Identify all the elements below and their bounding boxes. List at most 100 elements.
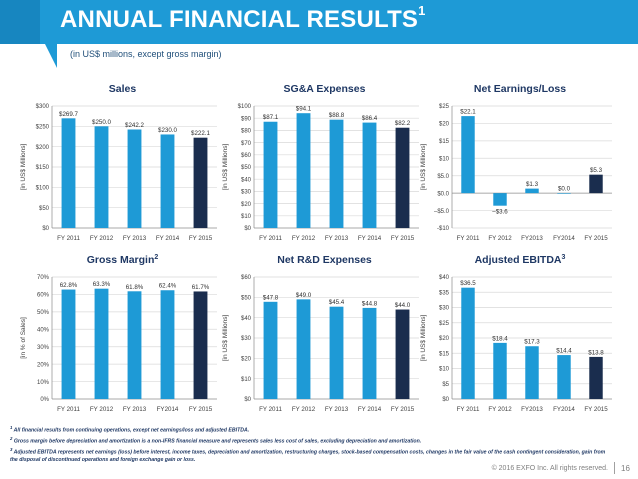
data-label: $82.2	[395, 120, 411, 127]
y-tick-label: $60	[241, 275, 252, 281]
bar-fy-2012	[493, 193, 507, 206]
y-tick-label: 40%	[37, 327, 50, 333]
bar-fy-2015	[395, 309, 410, 399]
x-tick-label: FY 2015	[189, 235, 213, 242]
bar-fy-2014	[362, 122, 377, 228]
y-tick-label: $50	[39, 206, 50, 212]
data-label: $269.7	[59, 111, 78, 118]
footnotes: 1 All financial results from continuing …	[10, 424, 610, 464]
x-tick-label: FY 2013	[325, 406, 349, 413]
data-label: $44.0	[395, 302, 411, 309]
bar-fy-2013	[127, 291, 142, 399]
bar-fy2014	[557, 355, 571, 399]
chart-sga-expenses: SG&A Expenses [in US$ Millions] $0 $10 $20 $3…	[222, 80, 427, 248]
bar-fy-2013	[329, 119, 344, 228]
bar-fy2013	[525, 188, 539, 194]
y-tick-label: 70%	[37, 275, 50, 281]
data-label: $230.0	[158, 127, 177, 134]
data-label: $18.4	[492, 335, 508, 342]
data-label: 61.7%	[192, 284, 210, 291]
data-label: –$3.6	[492, 209, 508, 216]
x-tick-label: FY2014	[553, 235, 575, 242]
x-tick-label: FY 2012	[292, 406, 316, 413]
data-label: $5.3	[590, 167, 603, 174]
x-tick-label: FY 2013	[123, 235, 147, 242]
y-tick-label: $40	[241, 177, 252, 183]
title-banner	[0, 0, 638, 68]
bar-fy-2012	[493, 342, 507, 399]
y-tick-label: $10	[439, 156, 450, 162]
x-tick-label: FY2014	[157, 406, 179, 413]
chart-title: Sales	[109, 83, 137, 95]
y-tick-label: $5	[442, 382, 449, 388]
chart-gross-margin: Gross Margin2 [in % of Sales] 0% 10% 20% 30% 4…	[20, 251, 225, 419]
data-label: $0.0	[558, 186, 571, 193]
x-tick-label: FY 2012	[488, 235, 512, 242]
footnote-1: 1 All financial results from continuing …	[10, 425, 250, 434]
x-tick-label: FY 2011	[457, 406, 480, 413]
bar-fy-2015	[589, 356, 603, 399]
x-tick-label: FY 2011	[259, 235, 282, 242]
y-tick-label: 30%	[37, 345, 50, 351]
y-tick-label: $35	[439, 290, 450, 296]
x-tick-label: FY2014	[553, 406, 575, 413]
bar-fy-2012	[94, 126, 109, 228]
bar-fy-2011	[61, 118, 76, 228]
y-tick-label: $50	[241, 165, 252, 171]
page-subtitle: (in US$ millions, except gross margin)	[70, 49, 222, 59]
bar-fy-2011	[263, 301, 278, 399]
y-axis-label: [in US$ Millions]	[222, 144, 229, 191]
banner-left-strip	[0, 0, 40, 44]
bar-fy-2011	[461, 287, 475, 399]
footnote-2: 2 Gross margin before depreciation and a…	[10, 435, 422, 445]
data-label: $88.8	[329, 112, 345, 119]
bar-fy-2013	[329, 306, 344, 399]
data-label: $242.2	[125, 122, 144, 129]
x-tick-label: FY2013	[521, 406, 543, 413]
data-label: 62.8%	[60, 282, 78, 289]
x-tick-label: FY 2015	[391, 235, 415, 242]
bar-fy-2014	[160, 134, 175, 228]
y-axis-label: [in US$ Millions]	[420, 315, 427, 362]
banner-shape	[0, 0, 638, 68]
data-label: 62.4%	[159, 283, 177, 290]
data-label: $87.1	[263, 114, 279, 121]
y-tick-label: 50%	[37, 310, 50, 316]
chart-sales: Sales [in US$ Millions] $0 $50 $100 $150 $200 $…	[20, 80, 225, 248]
x-tick-label: FY 2014	[358, 235, 382, 242]
y-tick-label: $200	[36, 145, 50, 151]
data-label: 61.8%	[126, 284, 144, 291]
data-label: $45.4	[329, 299, 345, 306]
y-tick-label: $10	[439, 367, 450, 373]
y-tick-label: $30	[241, 190, 252, 196]
chart-title: Net Earnings/Loss	[474, 83, 566, 95]
data-label: $250.0	[92, 119, 111, 126]
y-tick-label: $15	[439, 351, 450, 357]
data-label: $14.4	[556, 348, 572, 355]
x-tick-label: FY 2012	[488, 406, 512, 413]
chart-title: Net R&D Expenses	[277, 254, 372, 266]
y-tick-label: $20	[439, 336, 450, 342]
data-label: $17.3	[524, 339, 540, 346]
bar-fy-2012	[94, 288, 109, 399]
x-tick-label: FY2013	[521, 235, 543, 242]
y-tick-label: $5.0	[437, 174, 449, 180]
bar-fy-2012	[296, 113, 311, 228]
copyright: © 2016 EXFO Inc. All rights reserved.	[491, 465, 608, 472]
footer-divider	[614, 462, 615, 474]
footnote-3: 3 Adjusted EBITDA represents net earning…	[10, 446, 606, 463]
y-axis-label: [in US$ Millions]	[420, 144, 427, 191]
y-tick-label: $90	[241, 116, 252, 122]
data-label: $222.1	[191, 130, 210, 137]
chart-title-sup: 3	[562, 254, 566, 261]
y-axis-label: [in US$ Millions]	[222, 315, 229, 362]
x-tick-label: FY 2011	[457, 235, 480, 242]
chart-net-earnings: Net Earnings/Loss [in US$ Millions] -$10 –$…	[420, 80, 620, 248]
y-tick-label: $25	[439, 321, 450, 327]
x-tick-label: FY 2012	[90, 235, 114, 242]
chart-net-rd-expenses: Net R&D Expenses [in US$ Millions] $0 $10 $2…	[222, 251, 427, 419]
bar-fy-2015	[589, 174, 603, 194]
chart-adjusted-ebitda: Adjusted EBITDA3 [in US$ Millions] $0 $5 $10…	[420, 251, 620, 419]
chart-title: Gross Margin2	[87, 254, 159, 266]
x-tick-label: FY 2014	[358, 406, 382, 413]
